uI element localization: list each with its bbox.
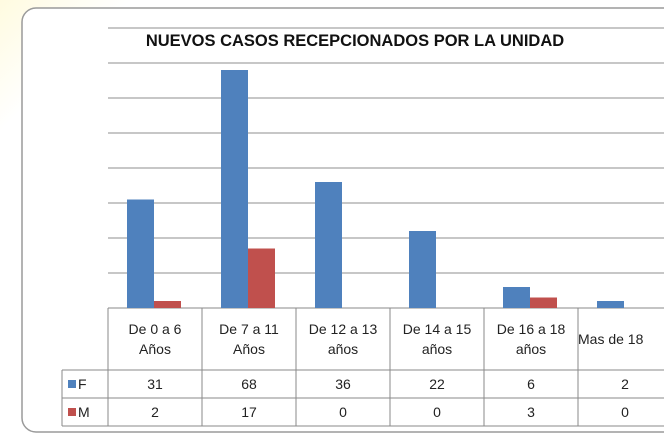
legend-swatch — [68, 408, 76, 416]
table-value: 2 — [621, 376, 629, 392]
legend-swatch — [68, 380, 76, 388]
category-label: De 7 a 11 Años — [219, 321, 279, 357]
table-value: 31 — [147, 376, 163, 392]
table-value: 3 — [527, 404, 535, 420]
grid — [108, 27, 664, 309]
table-value: 0 — [621, 404, 629, 420]
bar — [409, 231, 436, 308]
table-value: 68 — [241, 376, 257, 392]
table-value: 17 — [241, 404, 257, 420]
legend-label: M — [78, 404, 90, 420]
chart-title: NUEVOS CASOS RECEPCIONADOS POR LA UNIDAD — [145, 32, 565, 50]
bar — [248, 248, 275, 308]
table-value: 0 — [339, 404, 347, 420]
data-table-lines — [61, 308, 664, 427]
bar — [530, 297, 557, 308]
table-value: 0 — [433, 404, 441, 420]
bar — [127, 199, 154, 308]
bars — [127, 70, 624, 308]
bar — [315, 182, 342, 308]
bar — [597, 301, 624, 308]
bar — [154, 301, 181, 308]
category-label: De 14 a 15 años — [402, 321, 472, 357]
category-label: De 0 a 6 Años — [128, 321, 182, 357]
bar — [221, 70, 248, 308]
category-label: De 16 a 18 años — [496, 321, 566, 357]
legend-label: F — [78, 376, 87, 392]
bar — [503, 287, 530, 308]
table-value: 6 — [527, 376, 535, 392]
table-value: 22 — [429, 376, 445, 392]
table-value: 2 — [151, 404, 159, 420]
category-label: De 12 a 13 años — [308, 321, 378, 357]
table-value: 36 — [335, 376, 351, 392]
chart-frame — [21, 7, 664, 433]
category-label: Mas de 18 — [578, 331, 644, 347]
